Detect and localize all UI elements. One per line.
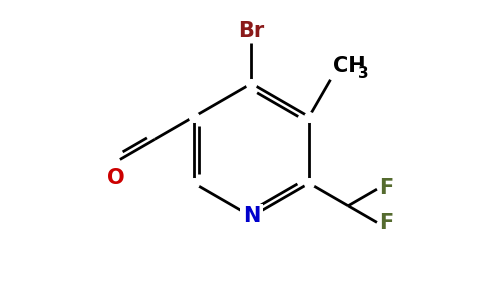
Text: CH: CH [333,56,365,76]
Text: F: F [379,213,393,233]
Text: 3: 3 [358,66,369,81]
Text: F: F [379,178,393,198]
Text: N: N [243,206,260,226]
Text: O: O [107,168,125,188]
Text: Br: Br [239,21,265,41]
